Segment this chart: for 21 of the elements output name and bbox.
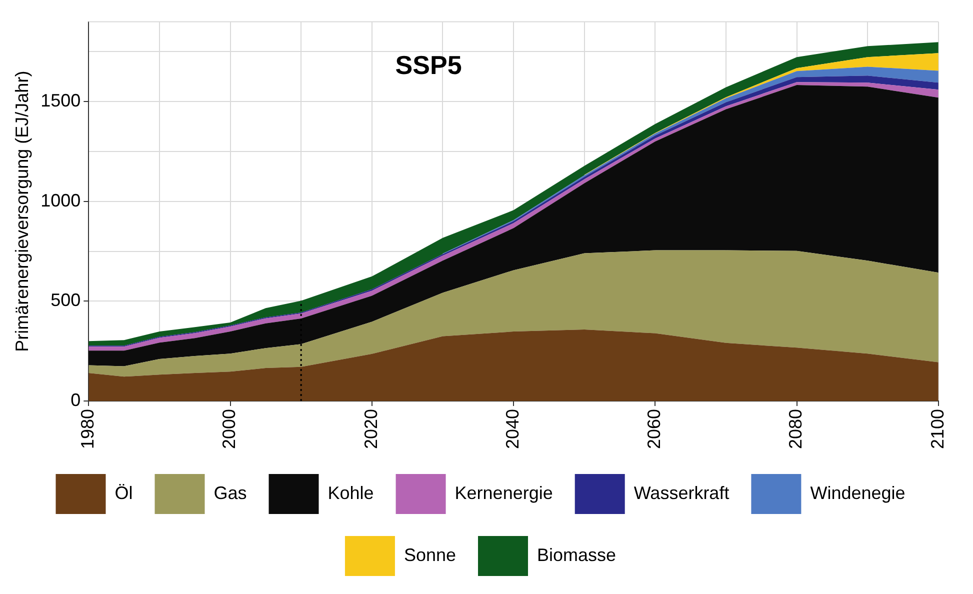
legend-label: Kohle [328, 482, 374, 503]
x-tick-label: 2000 [219, 408, 240, 450]
legend-label: Wasserkraft [634, 482, 730, 503]
y-tick-label: 1500 [40, 90, 81, 111]
y-tick-label: 0 [70, 390, 81, 410]
y-tick-label: 1000 [40, 190, 81, 210]
text: SSP5 [395, 50, 462, 80]
legend-label: Gas [214, 482, 247, 503]
x-tick-label: 2020 [360, 408, 381, 450]
legend-label: Windenegie [810, 482, 906, 503]
x-tick-label: 1980 [78, 408, 98, 450]
y-tick-label: 500 [50, 290, 81, 310]
legend-label: Kernenergie [454, 482, 553, 503]
x-tick-label: 2060 [644, 408, 664, 450]
y-axis-title: Primärenergieversorgung (EJ/Jahr) [12, 70, 32, 352]
legend-label: Sonne [404, 544, 456, 565]
x-tick-label: 2040 [502, 408, 522, 450]
x-tick-label: 2100 [927, 408, 948, 450]
legend-label: Öl [114, 482, 133, 503]
x-tick-label: 2080 [786, 408, 806, 450]
legend-label: Biomasse [537, 544, 616, 565]
